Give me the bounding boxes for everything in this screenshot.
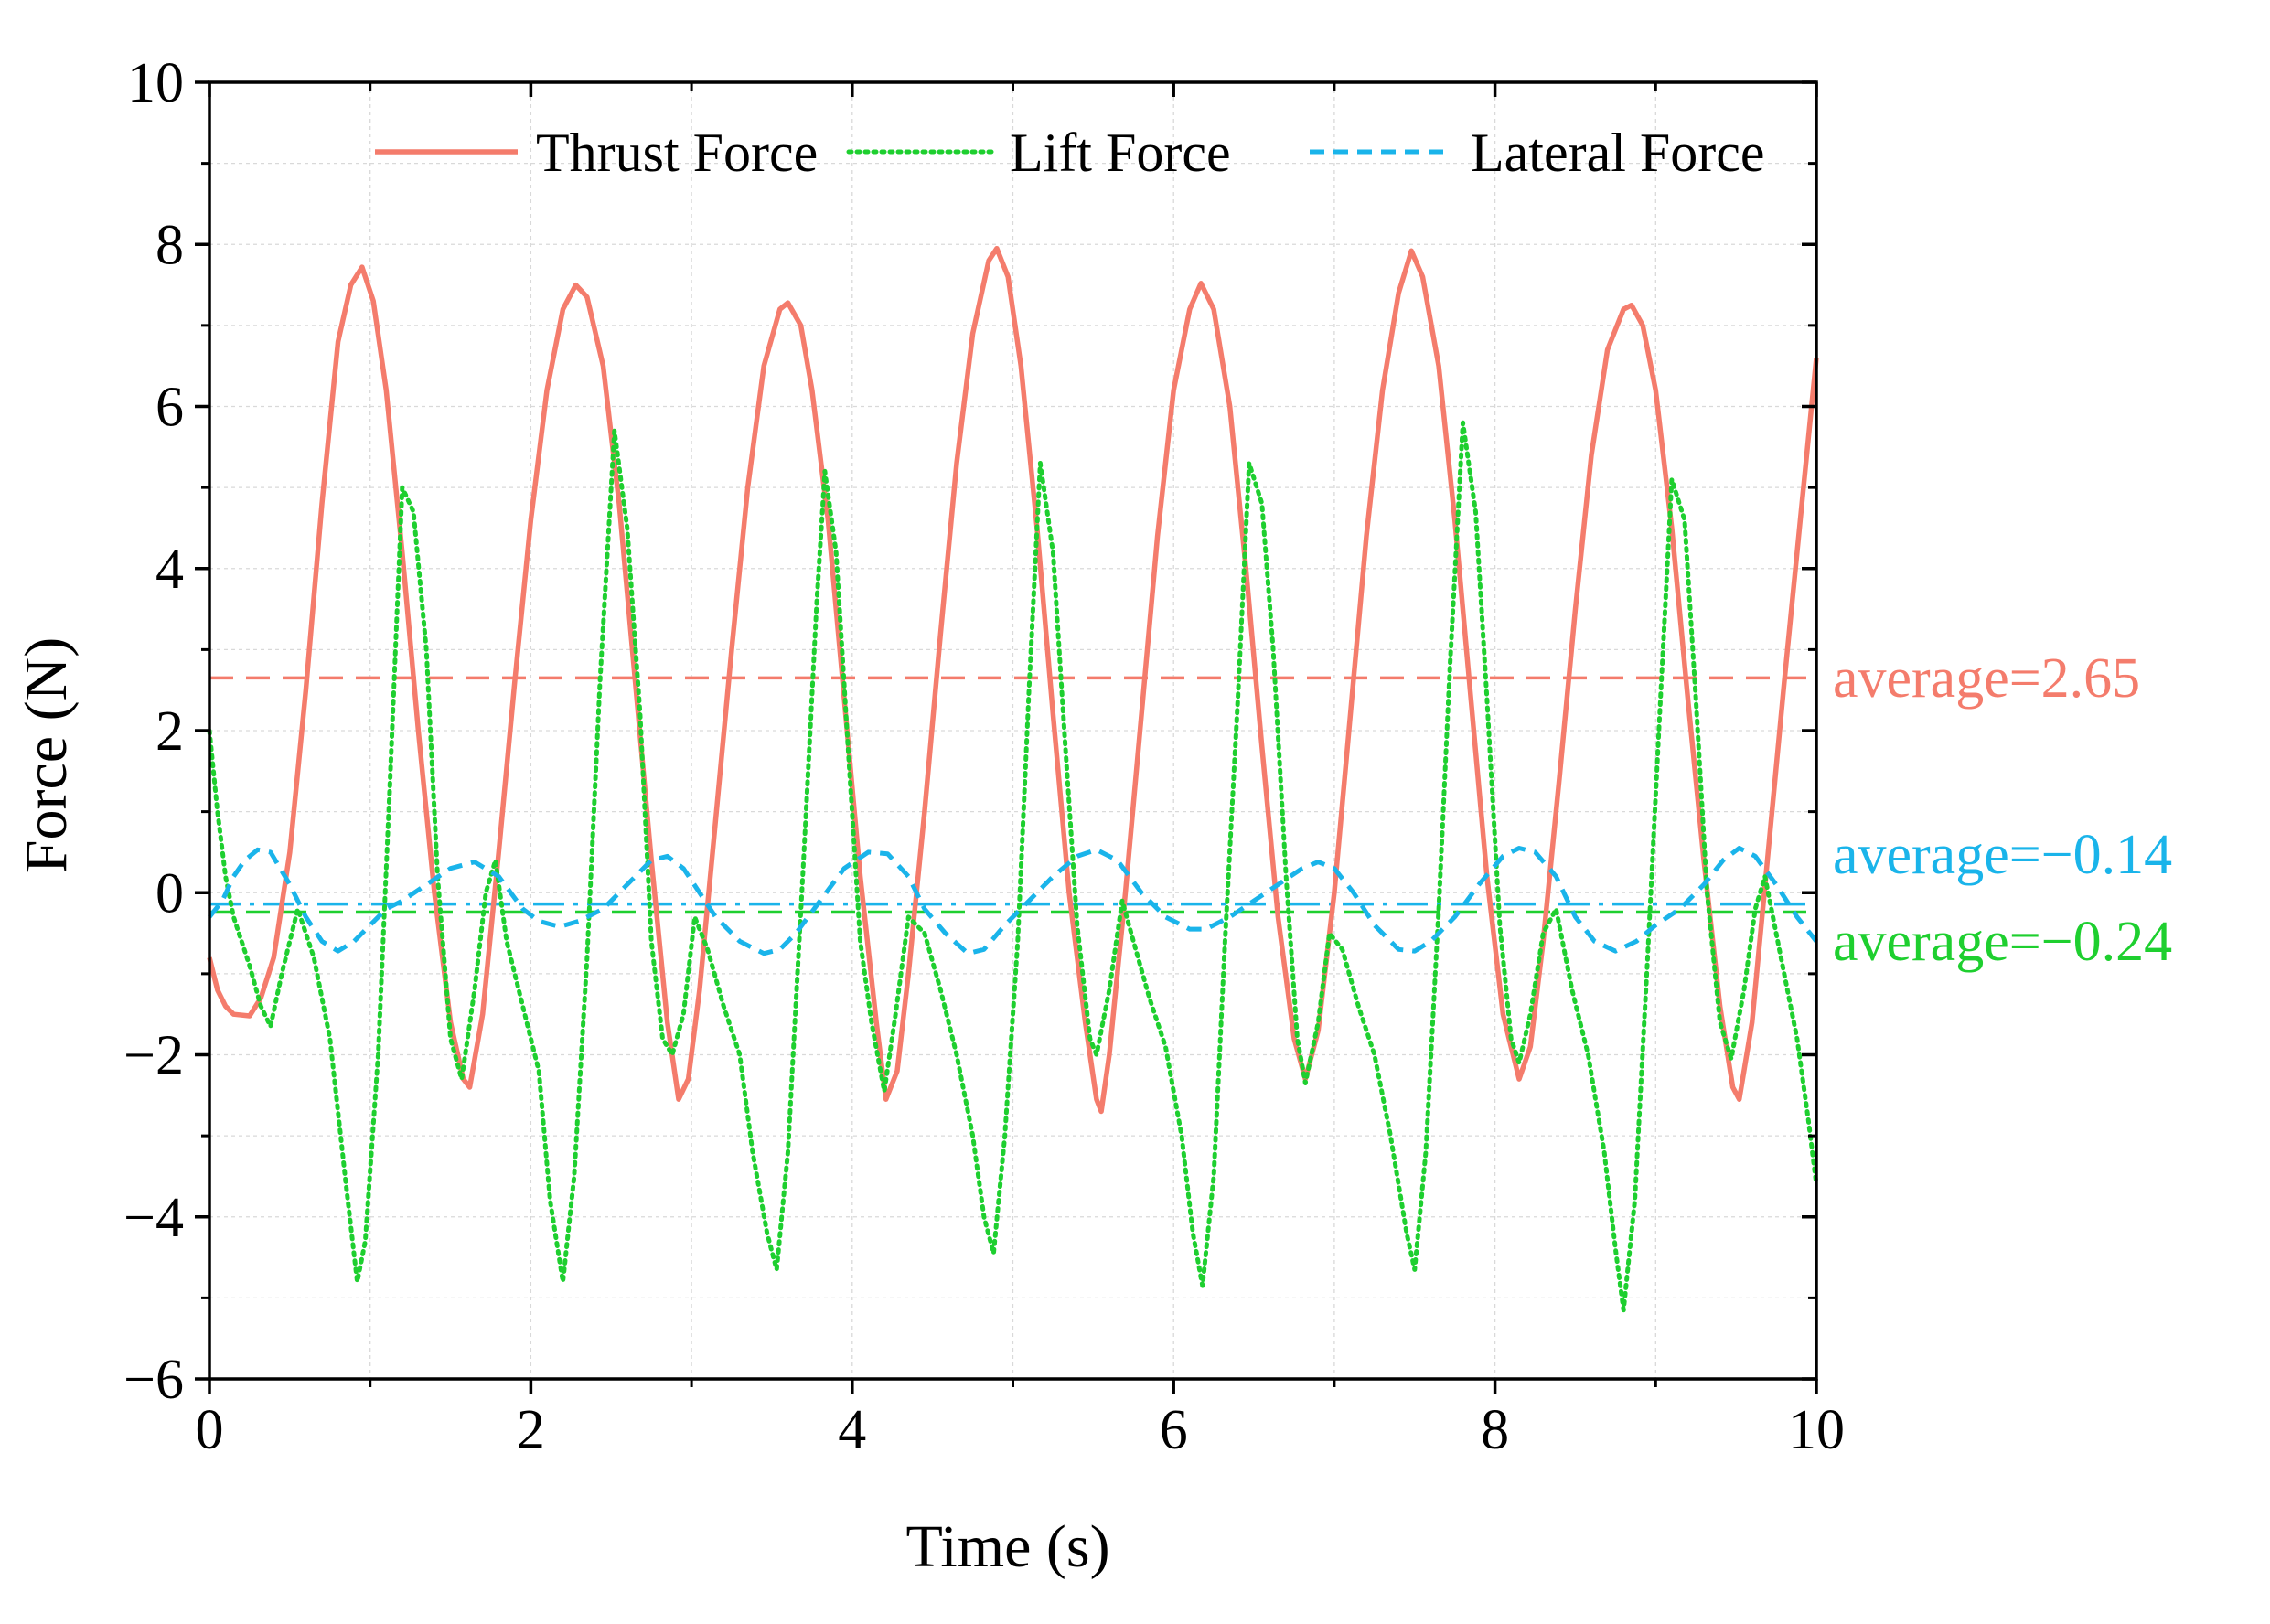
average-label: average=−0.14	[1833, 824, 2172, 886]
grid	[209, 82, 1816, 1379]
series-lines	[207, 245, 1819, 1313]
average-labels: average=2.65 average=−0.14 average=−0.24	[1833, 647, 2172, 973]
y-tick-label: 2	[155, 700, 184, 763]
x-tick-label: 6	[1160, 1399, 1188, 1461]
x-tick-label: 8	[1481, 1399, 1509, 1461]
x-tick-label: 10	[1788, 1399, 1845, 1461]
series-line	[208, 846, 1818, 956]
legend-label: Thrust Force	[536, 123, 818, 183]
y-tick-label: 4	[155, 539, 184, 601]
x-tick-label: 0	[196, 1399, 224, 1461]
series-line	[207, 420, 1819, 1313]
y-tick-label: 6	[155, 377, 184, 439]
y-tick-label: −6	[123, 1349, 184, 1411]
legend-label: Lift Force	[1010, 123, 1231, 183]
y-tick-label: 0	[155, 862, 184, 924]
x-tick-label: 4	[838, 1399, 866, 1461]
x-tick-label: 2	[517, 1399, 545, 1461]
y-tick-label: 8	[155, 214, 184, 276]
legend-label: Lateral Force	[1471, 123, 1764, 183]
y-tick-label: −4	[123, 1187, 184, 1249]
y-axis-label: Force (N)	[13, 637, 80, 873]
x-axis-label: Time (s)	[905, 1513, 1109, 1580]
y-tick-label: 10	[127, 52, 184, 114]
axes: 0 2 4 6 8 10 −6 −4 −2 0 2 4 6 8 10	[123, 52, 1845, 1461]
average-label: average=−0.24	[1833, 911, 2172, 973]
average-label: average=2.65	[1833, 647, 2140, 710]
y-tick-label: −2	[123, 1025, 184, 1087]
legend: Thrust Force Lift Force Lateral Force	[375, 123, 1764, 183]
